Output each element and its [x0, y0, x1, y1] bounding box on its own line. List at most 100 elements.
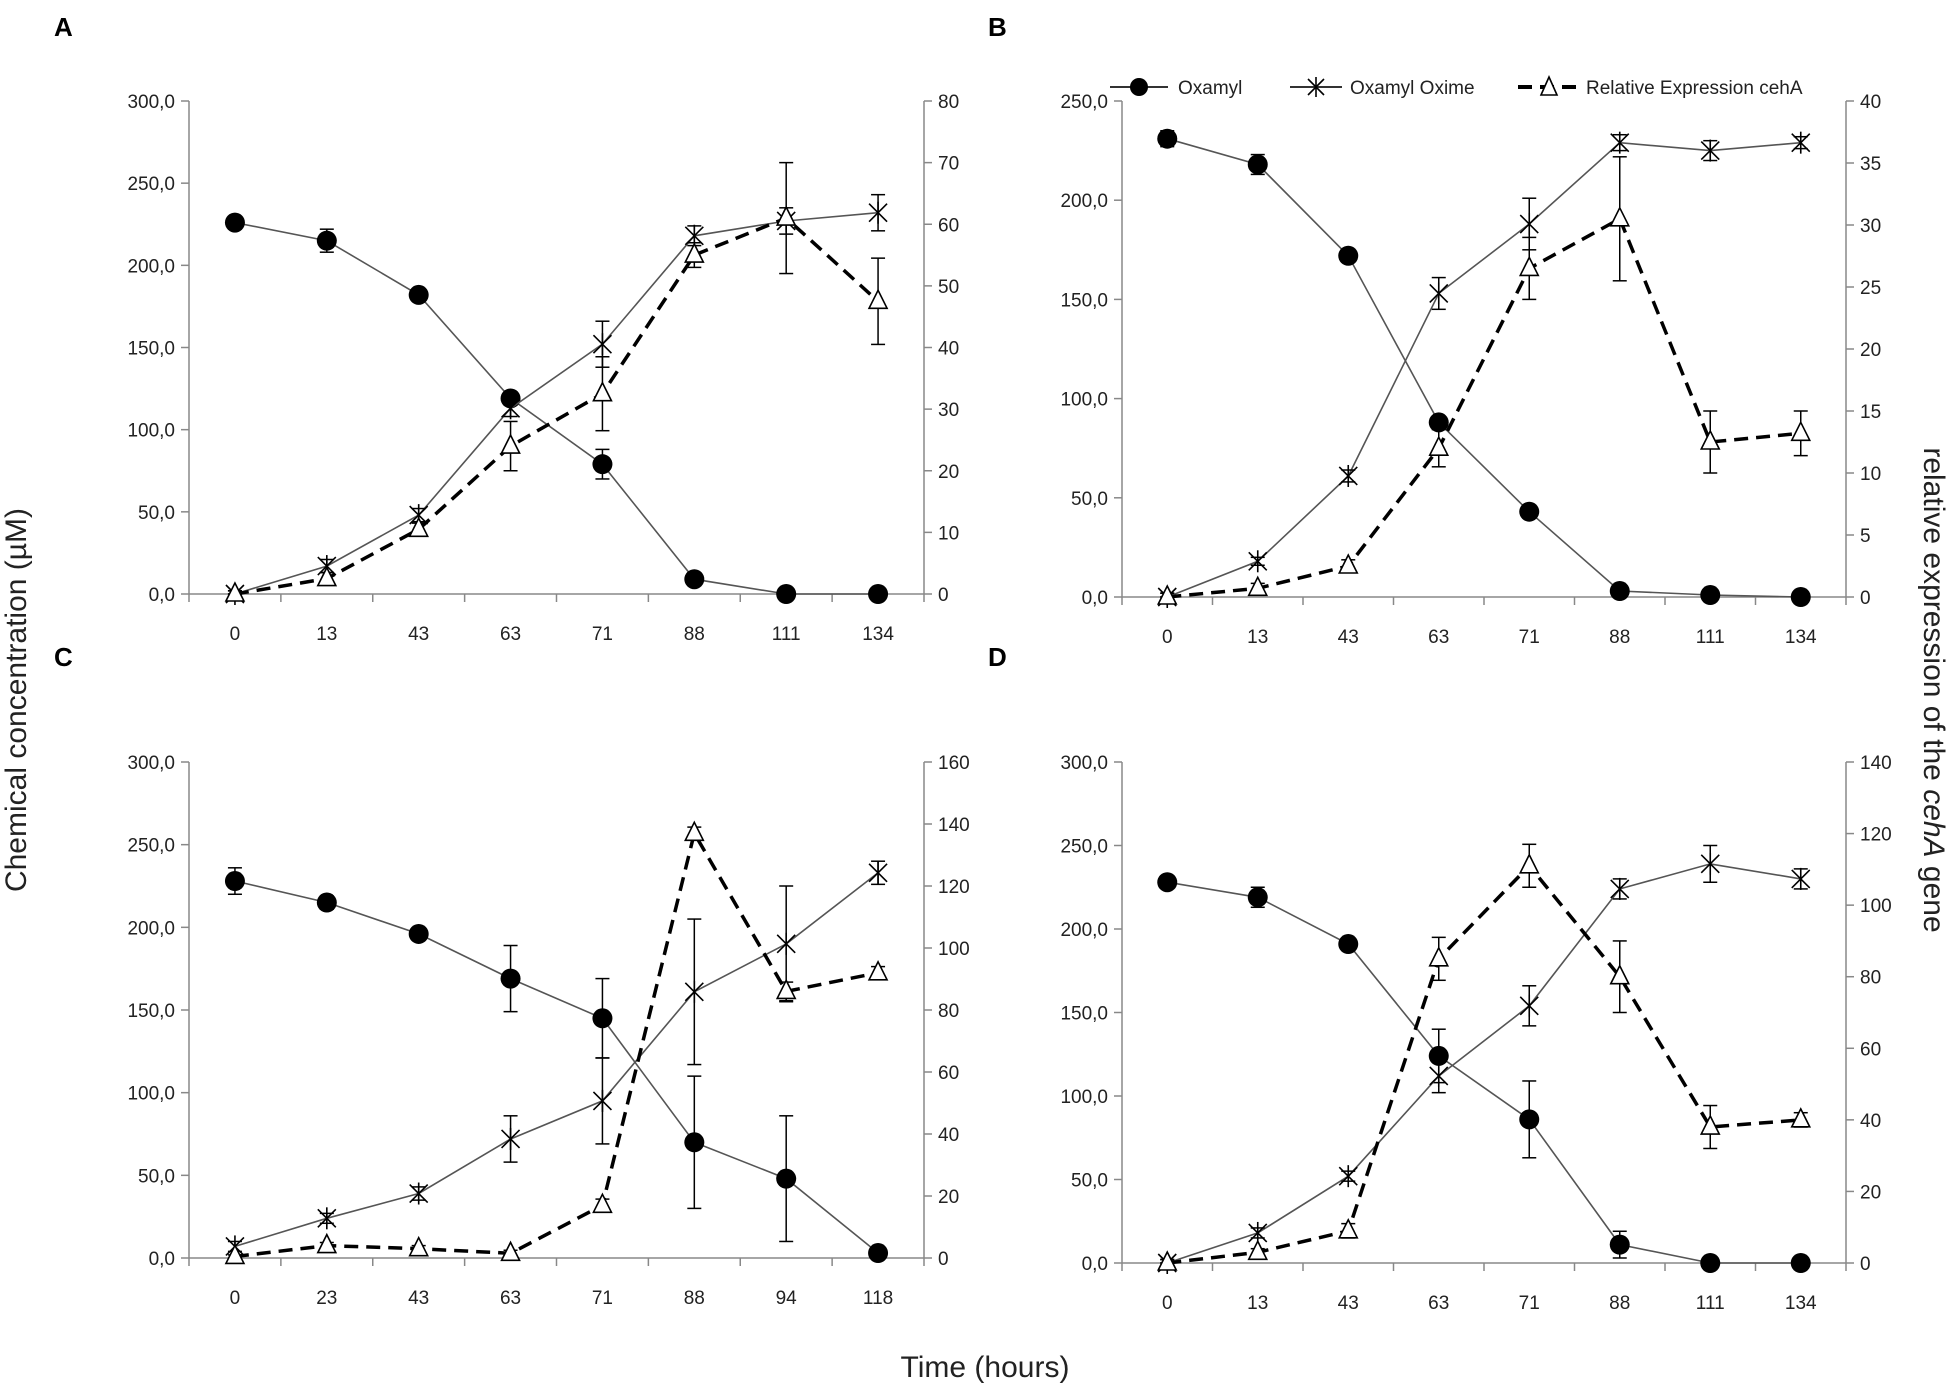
panel-letter-d: D — [988, 642, 1007, 672]
y-tick-label-left-a: 300,0 — [127, 92, 175, 113]
point-expression-b — [1428, 435, 1450, 457]
y-tick-label-left-c: 150,0 — [127, 1001, 175, 1022]
point-oxamyl-b — [1790, 587, 1811, 607]
y-tick-label-left-d: 200,0 — [1060, 920, 1108, 941]
y-tick-label-right-b: 25 — [1860, 278, 1881, 299]
y-tick-label-left-a: 200,0 — [127, 256, 175, 277]
point-oxamyl-c — [868, 1243, 889, 1264]
point-oxime-b — [1248, 550, 1268, 573]
x-tick-label-b: 0 — [1162, 627, 1173, 648]
point-oxime-b — [1429, 282, 1449, 305]
x-tick-label-c: 43 — [408, 1288, 429, 1309]
point-expression-a — [500, 433, 521, 454]
panel-b: B 0,0 50,0 100,0 150,0 200,0 250,0 0 5 10 15 20 25 30… — [988, 12, 1881, 648]
point-oxime-c — [409, 1182, 429, 1205]
x-tick-label-a: 63 — [500, 624, 521, 645]
point-oxamyl-a — [408, 284, 429, 305]
y-tick-label-right-b: 35 — [1860, 154, 1881, 175]
point-oxamyl-d — [1609, 1234, 1630, 1255]
y-tick-label-left-c: 250,0 — [127, 836, 175, 857]
point-oxamyl-b — [1157, 128, 1178, 149]
y-tick-label-right-c: 80 — [938, 1001, 959, 1022]
point-expression-a — [684, 242, 705, 263]
chart-panels: A0,050,0100,0150,0200,0250,0300,00102030… — [54, 12, 1892, 1314]
y-tick-label-left-d: 100,0 — [1060, 1087, 1108, 1108]
x-tick-label-a: 13 — [316, 624, 337, 645]
y-axis-right-label: relative expression of the cehA gene — [1917, 447, 1950, 932]
point-expression-a — [867, 288, 889, 310]
y-tick-label-left-c: 100,0 — [127, 1084, 175, 1105]
point-oxime-b — [1338, 464, 1358, 487]
y-tick-label-right-a: 30 — [938, 400, 959, 421]
point-expression-c — [684, 820, 705, 842]
y-tick-label-right-b: 10 — [1860, 464, 1881, 485]
y-tick-label-right-c: 40 — [938, 1125, 959, 1146]
point-expression-c — [408, 1235, 429, 1257]
legend: Oxamyl Oxamyl Oxime Relative Expression … — [1110, 75, 1803, 99]
point-expression-d — [1609, 963, 1631, 985]
panel-letter-c: C — [54, 642, 73, 672]
y-tick-label-right-c: 160 — [938, 753, 970, 774]
point-expression-c — [316, 1232, 338, 1254]
point-oxamyl-c — [500, 968, 521, 989]
y-tick-label-right-c: 0 — [938, 1249, 949, 1270]
series-line-oxamyl-b — [1167, 137, 1801, 598]
x-tick-label-b: 13 — [1247, 627, 1268, 648]
point-oxime-b — [1519, 213, 1539, 236]
series-line-oxime-d — [1167, 863, 1801, 1264]
point-oxamyl-d — [1700, 1253, 1721, 1273]
point-expression-a — [775, 205, 797, 226]
x-tick-label-d: 134 — [1785, 1293, 1817, 1314]
y-tick-label-right-d: 60 — [1860, 1039, 1881, 1060]
y-tick-label-left-c: 200,0 — [127, 918, 175, 939]
x-tick-label-a: 71 — [592, 624, 613, 645]
y-tick-label-left-c: 50,0 — [138, 1166, 175, 1187]
point-expression-d — [1428, 946, 1450, 967]
point-oxime-d — [1338, 1165, 1358, 1188]
point-oxamyl-d — [1247, 887, 1268, 908]
point-oxime-b — [1791, 131, 1811, 154]
y-tick-label-right-c: 20 — [938, 1187, 959, 1208]
x-tick-label-b: 71 — [1519, 627, 1540, 648]
x-tick-label-b: 43 — [1338, 627, 1359, 648]
x-tick-label-a: 43 — [408, 624, 429, 645]
y-tick-label-right-a: 10 — [938, 523, 959, 544]
series-line-oxamyl-a — [234, 221, 879, 595]
y-tick-label-right-c: 60 — [938, 1063, 959, 1084]
point-oxamyl-b — [1247, 154, 1268, 175]
point-oxamyl-b — [1519, 501, 1540, 522]
x-tick-label-d: 43 — [1338, 1293, 1359, 1314]
x-tick-label-c: 71 — [592, 1288, 613, 1309]
y-axis-right-label-suffix: gene — [1917, 858, 1950, 933]
y-tick-label-right-d: 100 — [1860, 896, 1892, 917]
y-tick-label-right-a: 70 — [938, 154, 959, 175]
point-oxamyl-c — [684, 1132, 705, 1153]
point-oxamyl-b — [1609, 581, 1630, 602]
point-oxime-b — [1610, 131, 1630, 154]
y-tick-label-left-a: 50,0 — [138, 503, 175, 524]
point-expression-b — [1699, 429, 1721, 450]
series-line-expression-d — [1167, 863, 1801, 1265]
point-expression-a — [224, 581, 246, 602]
point-expression-b — [1247, 575, 1269, 597]
x-tick-label-c: 118 — [863, 1288, 893, 1309]
x-tick-label-d: 111 — [1696, 1293, 1725, 1314]
point-oxamyl-b — [1338, 245, 1359, 266]
y-tick-label-right-c: 140 — [938, 815, 970, 836]
y-tick-label-left-a: 250,0 — [127, 174, 175, 195]
point-expression-d — [1337, 1218, 1359, 1239]
series-line-oxime-a — [234, 211, 879, 595]
point-oxime-d — [1519, 994, 1539, 1017]
y-tick-label-right-a: 0 — [938, 585, 949, 606]
point-oxamyl-a — [224, 212, 245, 233]
y-tick-label-left-b: 250,0 — [1060, 92, 1108, 113]
point-expression-c — [500, 1240, 521, 1262]
point-oxamyl-d — [1428, 1045, 1449, 1066]
series-line-oxime-b — [1167, 141, 1801, 598]
y-tick-label-right-d: 120 — [1860, 825, 1892, 846]
point-oxime-c — [684, 980, 704, 1003]
y-tick-label-left-b: 100,0 — [1060, 390, 1108, 411]
y-tick-label-right-a: 40 — [938, 339, 959, 360]
y-tick-label-left-a: 0,0 — [149, 585, 175, 606]
legend-oxamyl-marker — [1130, 78, 1148, 96]
